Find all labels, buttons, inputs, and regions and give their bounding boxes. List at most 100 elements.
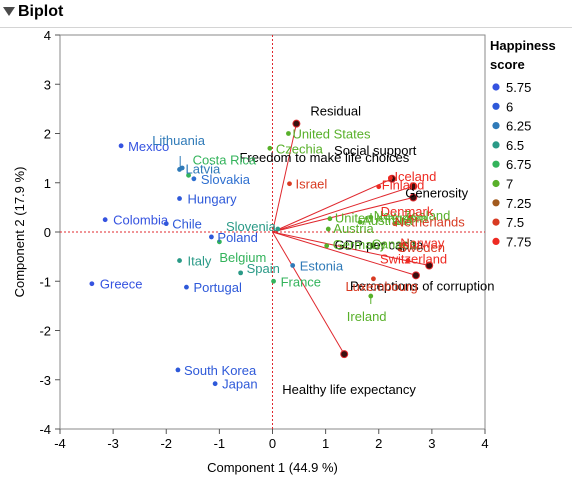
data-point-label: Portugal: [193, 280, 242, 295]
data-point-label: Ireland: [347, 309, 387, 324]
data-point-label: Iceland: [394, 169, 436, 184]
data-point: [401, 241, 407, 247]
loading-vector-tip: [409, 193, 418, 202]
data-point: [286, 131, 291, 136]
data-point: [216, 239, 222, 245]
loading-vector-label: Residual: [310, 104, 361, 119]
y-tick-label: -2: [39, 324, 51, 339]
data-point: [388, 175, 393, 181]
data-point-label: Luxembourg: [345, 279, 417, 294]
data-point: [368, 214, 374, 220]
data-point-label: France: [281, 274, 321, 289]
data-point-label: Spain: [247, 261, 280, 276]
legend-swatch: [492, 102, 500, 110]
data-point-label: Denmark: [381, 204, 434, 219]
data-point: [397, 246, 403, 252]
legend-swatch: [492, 122, 500, 130]
legend-swatch: [492, 83, 500, 91]
data-point-label: Lithuania: [152, 133, 206, 148]
legend-label: 5.75: [506, 80, 531, 95]
data-point-label: Poland: [217, 230, 257, 245]
legend-label: 7.5: [506, 215, 524, 230]
data-point: [325, 226, 331, 232]
data-point-label: United Kingdom: [335, 211, 428, 226]
data-point-label: Norway: [400, 235, 445, 250]
loading-vector-label: Generosity: [405, 186, 468, 201]
data-point-label: South Korea: [184, 363, 257, 378]
x-tick-label: 0: [269, 436, 276, 451]
x-tick-label: -2: [160, 436, 172, 451]
data-point-label: Sweden: [398, 240, 445, 255]
legend-swatch: [492, 218, 500, 226]
data-point-label: Finland: [382, 178, 425, 193]
data-point-label: Germany: [333, 237, 387, 252]
data-point: [191, 176, 197, 182]
loading-vector-tip: [409, 182, 418, 191]
y-tick-label: 3: [44, 77, 51, 92]
loading-vector-label: Healthy life expectancy: [282, 382, 416, 397]
data-point-label: Estonia: [300, 258, 344, 273]
data-point: [175, 367, 181, 373]
data-point: [275, 226, 281, 232]
data-point: [371, 276, 376, 282]
data-point-label: Mexico: [128, 139, 169, 154]
data-point: [271, 278, 276, 284]
data-point-label: Netherlands: [395, 215, 466, 230]
legend-label: 6: [506, 99, 513, 114]
loading-vector-label: Perceptions of corruption: [350, 278, 495, 293]
data-point: [89, 281, 95, 287]
loading-vector-line: [272, 197, 414, 233]
data-point: [290, 263, 296, 268]
data-point: [408, 214, 414, 220]
data-point-label: Australia: [362, 213, 413, 228]
loading-vector-line: [272, 231, 430, 266]
x-tick-label: 2: [375, 436, 382, 451]
data-point-label: Latvia: [186, 161, 221, 176]
data-point-label: Austria: [333, 221, 374, 236]
data-point-label: Belgium: [219, 250, 266, 265]
loading-vector-label: Freedom to make life choices: [239, 150, 409, 165]
data-point: [184, 284, 189, 290]
data-point-label: Colombia: [113, 213, 169, 228]
data-point: [177, 167, 182, 172]
x-tick-label: 1: [322, 436, 329, 451]
data-point-label: Costa Rica: [193, 152, 257, 167]
data-point-label: New Zealand: [374, 208, 451, 223]
disclosure-triangle-icon[interactable]: [3, 7, 15, 16]
data-point-label: Hungary: [188, 192, 238, 207]
data-point-label: Japan: [222, 377, 257, 392]
x-tick-label: -1: [214, 436, 226, 451]
x-tick-label: -4: [54, 436, 66, 451]
loading-vector-line: [272, 185, 414, 233]
legend-label: 7: [506, 177, 513, 192]
outline-title: Biplot: [18, 3, 64, 20]
data-point-label: Slovenia: [226, 219, 277, 234]
y-tick-label: -1: [39, 274, 51, 289]
data-point: [177, 258, 182, 263]
loading-vector-line: [272, 231, 417, 276]
loading-vector-label: GDP per capita: [335, 237, 424, 252]
y-tick-label: 2: [44, 127, 51, 142]
x-tick-label: 4: [481, 436, 488, 451]
data-point: [392, 221, 398, 227]
outline-header: Biplot: [0, 0, 572, 28]
loading-vector-line: [272, 178, 393, 233]
y-axis-title: Component 2 (17.9 %): [12, 167, 27, 298]
data-point-label: Italy: [188, 254, 212, 269]
y-tick-label: 0: [44, 225, 51, 240]
legend-label: 6.25: [506, 119, 531, 134]
data-point: [287, 181, 292, 187]
data-point: [209, 234, 214, 240]
data-point: [102, 217, 108, 223]
data-point-label: Greece: [100, 277, 143, 292]
data-point: [118, 143, 124, 149]
data-point-label: Chile: [172, 217, 202, 232]
data-point: [212, 381, 218, 387]
legend-label: 7.75: [506, 234, 531, 249]
data-point: [163, 221, 169, 227]
loading-vector-label: Social support: [334, 143, 417, 158]
legend-swatch: [492, 141, 500, 149]
legend-label: 6.5: [506, 138, 524, 153]
data-point-label: Israel: [296, 177, 328, 192]
